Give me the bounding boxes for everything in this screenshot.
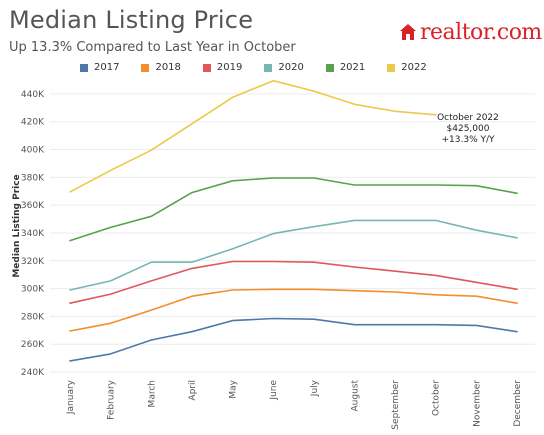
x-tick-label: May [229,379,239,398]
legend-item-2019: 2019 [202,62,243,73]
y-tick-label: 240K [21,368,45,378]
series-line-2020 [69,219,518,291]
legend-swatch [202,63,211,72]
x-tick-label: February [107,379,117,420]
annotation-line: +13.3% Y/Y [441,135,495,145]
series-line-2018 [69,288,518,332]
legend-label: 2018 [155,62,181,73]
chart-legend: 2017 2018 2019 2020 2021 2022 [80,62,449,73]
legend-swatch [80,63,88,72]
y-tick-label: 360K [21,201,45,211]
x-tick-label: March [147,380,157,407]
realtor-logo: realtor.com [399,18,542,46]
legend-label: 2017 [94,62,120,73]
y-axis-label: Median Listing Price [12,174,22,277]
legend-item-2021: 2021 [325,62,366,73]
y-tick-label: 320K [21,257,45,267]
x-tick-label: August [350,380,360,412]
legend-item-2018: 2018 [141,62,181,73]
series-line-2019 [69,260,518,305]
x-tick-label: April [188,380,198,401]
y-tick-label: 280K [21,312,45,322]
legend-swatch [325,63,334,72]
chart-subtitle: Up 13.3% Compared to Last Year in Octobe… [9,40,296,55]
logo-text: realtor.com [420,19,542,45]
chart-title: Median Listing Price [9,6,254,34]
y-tick-label: 300K [21,285,45,295]
y-tick-label: 440K [21,90,45,100]
legend-item-2022: 2022 [387,62,427,73]
series-line-2022 [69,79,437,193]
legend-item-2017: 2017 [80,62,119,73]
legend-swatch [264,63,273,72]
legend-swatch [141,63,150,72]
legend-label: 2020 [278,62,304,73]
y-tick-label: 340K [21,229,45,239]
legend-swatch [387,63,396,72]
x-tick-label: June [269,380,279,401]
x-tick-label: January [66,379,76,415]
x-tick-label: July [310,379,320,397]
x-tick-label: September [391,380,401,430]
legend-item-2020: 2020 [264,62,304,73]
y-tick-label: 380K [21,173,45,183]
legend-label: 2019 [216,62,243,73]
y-tick-label: 420K [21,118,45,128]
series-line-2021 [69,177,518,242]
x-tick-label: October [432,380,442,416]
x-tick-label: December [513,380,523,427]
y-tick-label: 400K [21,146,45,156]
legend-label: 2022 [401,62,427,73]
x-tick-label: November [472,380,482,427]
legend-label: 2021 [339,62,366,73]
house-icon [400,24,416,40]
series-line-2017 [69,317,518,362]
annotation-line: $425,000 [447,124,490,134]
y-tick-label: 260K [21,340,45,350]
annotation-line: October 2022 [437,113,499,123]
